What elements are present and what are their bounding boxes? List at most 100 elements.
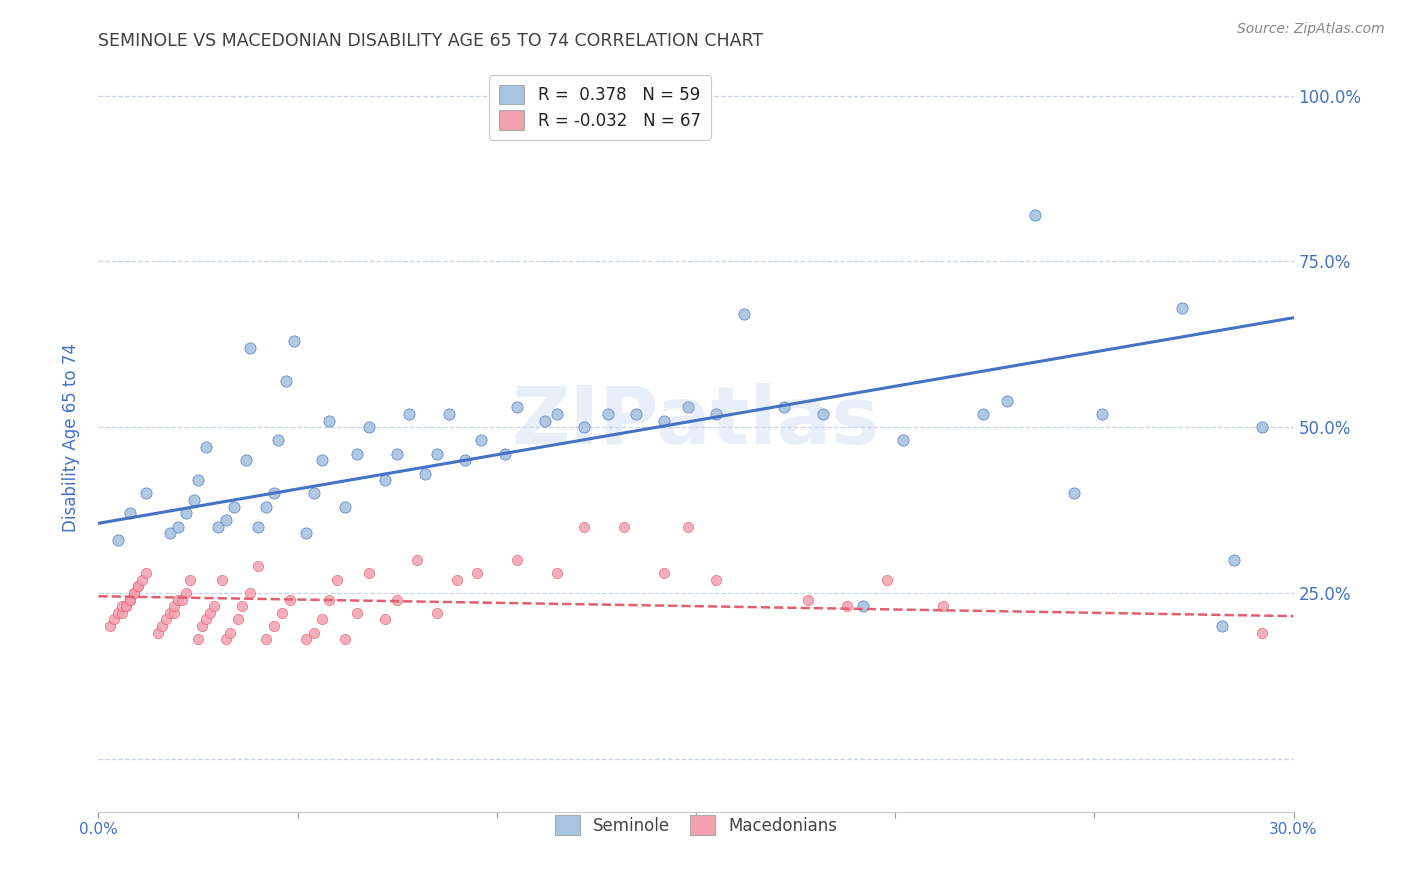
- Point: [406, 553, 429, 567]
- Point: [626, 407, 648, 421]
- Point: [318, 592, 340, 607]
- Point: [172, 592, 194, 607]
- Point: [155, 612, 177, 626]
- Point: [374, 612, 396, 626]
- Point: [598, 407, 620, 421]
- Point: [263, 486, 285, 500]
- Point: [311, 612, 333, 626]
- Point: [211, 573, 233, 587]
- Point: [187, 473, 209, 487]
- Point: [311, 453, 333, 467]
- Point: [506, 553, 529, 567]
- Point: [131, 573, 153, 587]
- Legend: Seminole, Macedonians: Seminole, Macedonians: [544, 805, 848, 845]
- Point: [704, 407, 727, 421]
- Point: [263, 619, 285, 633]
- Point: [494, 447, 516, 461]
- Point: [613, 519, 636, 533]
- Text: SEMINOLE VS MACEDONIAN DISABILITY AGE 65 TO 74 CORRELATION CHART: SEMINOLE VS MACEDONIAN DISABILITY AGE 65…: [98, 32, 763, 50]
- Point: [107, 606, 129, 620]
- Point: [98, 619, 122, 633]
- Point: [1211, 619, 1233, 633]
- Point: [676, 401, 699, 415]
- Point: [891, 434, 914, 448]
- Point: [167, 592, 190, 607]
- Point: [852, 599, 875, 614]
- Point: [135, 566, 157, 580]
- Point: [335, 500, 357, 514]
- Point: [1250, 625, 1272, 640]
- Point: [837, 599, 859, 614]
- Point: [1250, 420, 1272, 434]
- Point: [215, 632, 238, 647]
- Text: ZIPatlas: ZIPatlas: [512, 383, 880, 461]
- Point: [202, 599, 225, 614]
- Point: [1171, 301, 1194, 315]
- Point: [1024, 208, 1046, 222]
- Point: [124, 586, 146, 600]
- Point: [187, 632, 209, 647]
- Point: [359, 566, 381, 580]
- Point: [796, 592, 818, 607]
- Point: [546, 407, 568, 421]
- Y-axis label: Disability Age 65 to 74: Disability Age 65 to 74: [62, 343, 80, 532]
- Point: [574, 420, 596, 434]
- Point: [120, 592, 142, 607]
- Point: [127, 579, 149, 593]
- Point: [163, 599, 186, 614]
- Point: [294, 632, 316, 647]
- Point: [302, 486, 325, 500]
- Point: [932, 599, 955, 614]
- Point: [506, 401, 529, 415]
- Point: [346, 447, 368, 461]
- Point: [335, 632, 357, 647]
- Point: [195, 440, 218, 454]
- Point: [374, 473, 396, 487]
- Point: [470, 434, 492, 448]
- Point: [222, 500, 245, 514]
- Point: [111, 599, 134, 614]
- Point: [302, 625, 325, 640]
- Point: [115, 599, 138, 614]
- Point: [733, 307, 755, 321]
- Point: [159, 606, 181, 620]
- Point: [103, 612, 125, 626]
- Point: [120, 506, 142, 520]
- Point: [398, 407, 420, 421]
- Point: [127, 579, 149, 593]
- Point: [135, 486, 157, 500]
- Point: [1063, 486, 1085, 500]
- Point: [533, 413, 555, 427]
- Point: [437, 407, 460, 421]
- Point: [676, 519, 699, 533]
- Point: [704, 573, 727, 587]
- Point: [124, 586, 146, 600]
- Point: [167, 519, 190, 533]
- Point: [465, 566, 488, 580]
- Point: [215, 513, 238, 527]
- Point: [120, 592, 142, 607]
- Point: [150, 619, 173, 633]
- Text: Source: ZipAtlas.com: Source: ZipAtlas.com: [1237, 22, 1385, 37]
- Point: [207, 519, 229, 533]
- Point: [174, 506, 197, 520]
- Point: [574, 519, 596, 533]
- Point: [107, 533, 129, 547]
- Point: [995, 393, 1018, 408]
- Point: [246, 559, 269, 574]
- Point: [267, 434, 290, 448]
- Point: [346, 606, 368, 620]
- Point: [274, 374, 297, 388]
- Point: [546, 566, 568, 580]
- Point: [179, 573, 201, 587]
- Point: [876, 573, 898, 587]
- Point: [426, 606, 449, 620]
- Point: [111, 606, 134, 620]
- Point: [318, 413, 340, 427]
- Point: [198, 606, 221, 620]
- Point: [195, 612, 218, 626]
- Point: [219, 625, 242, 640]
- Point: [239, 586, 262, 600]
- Point: [359, 420, 381, 434]
- Point: [972, 407, 994, 421]
